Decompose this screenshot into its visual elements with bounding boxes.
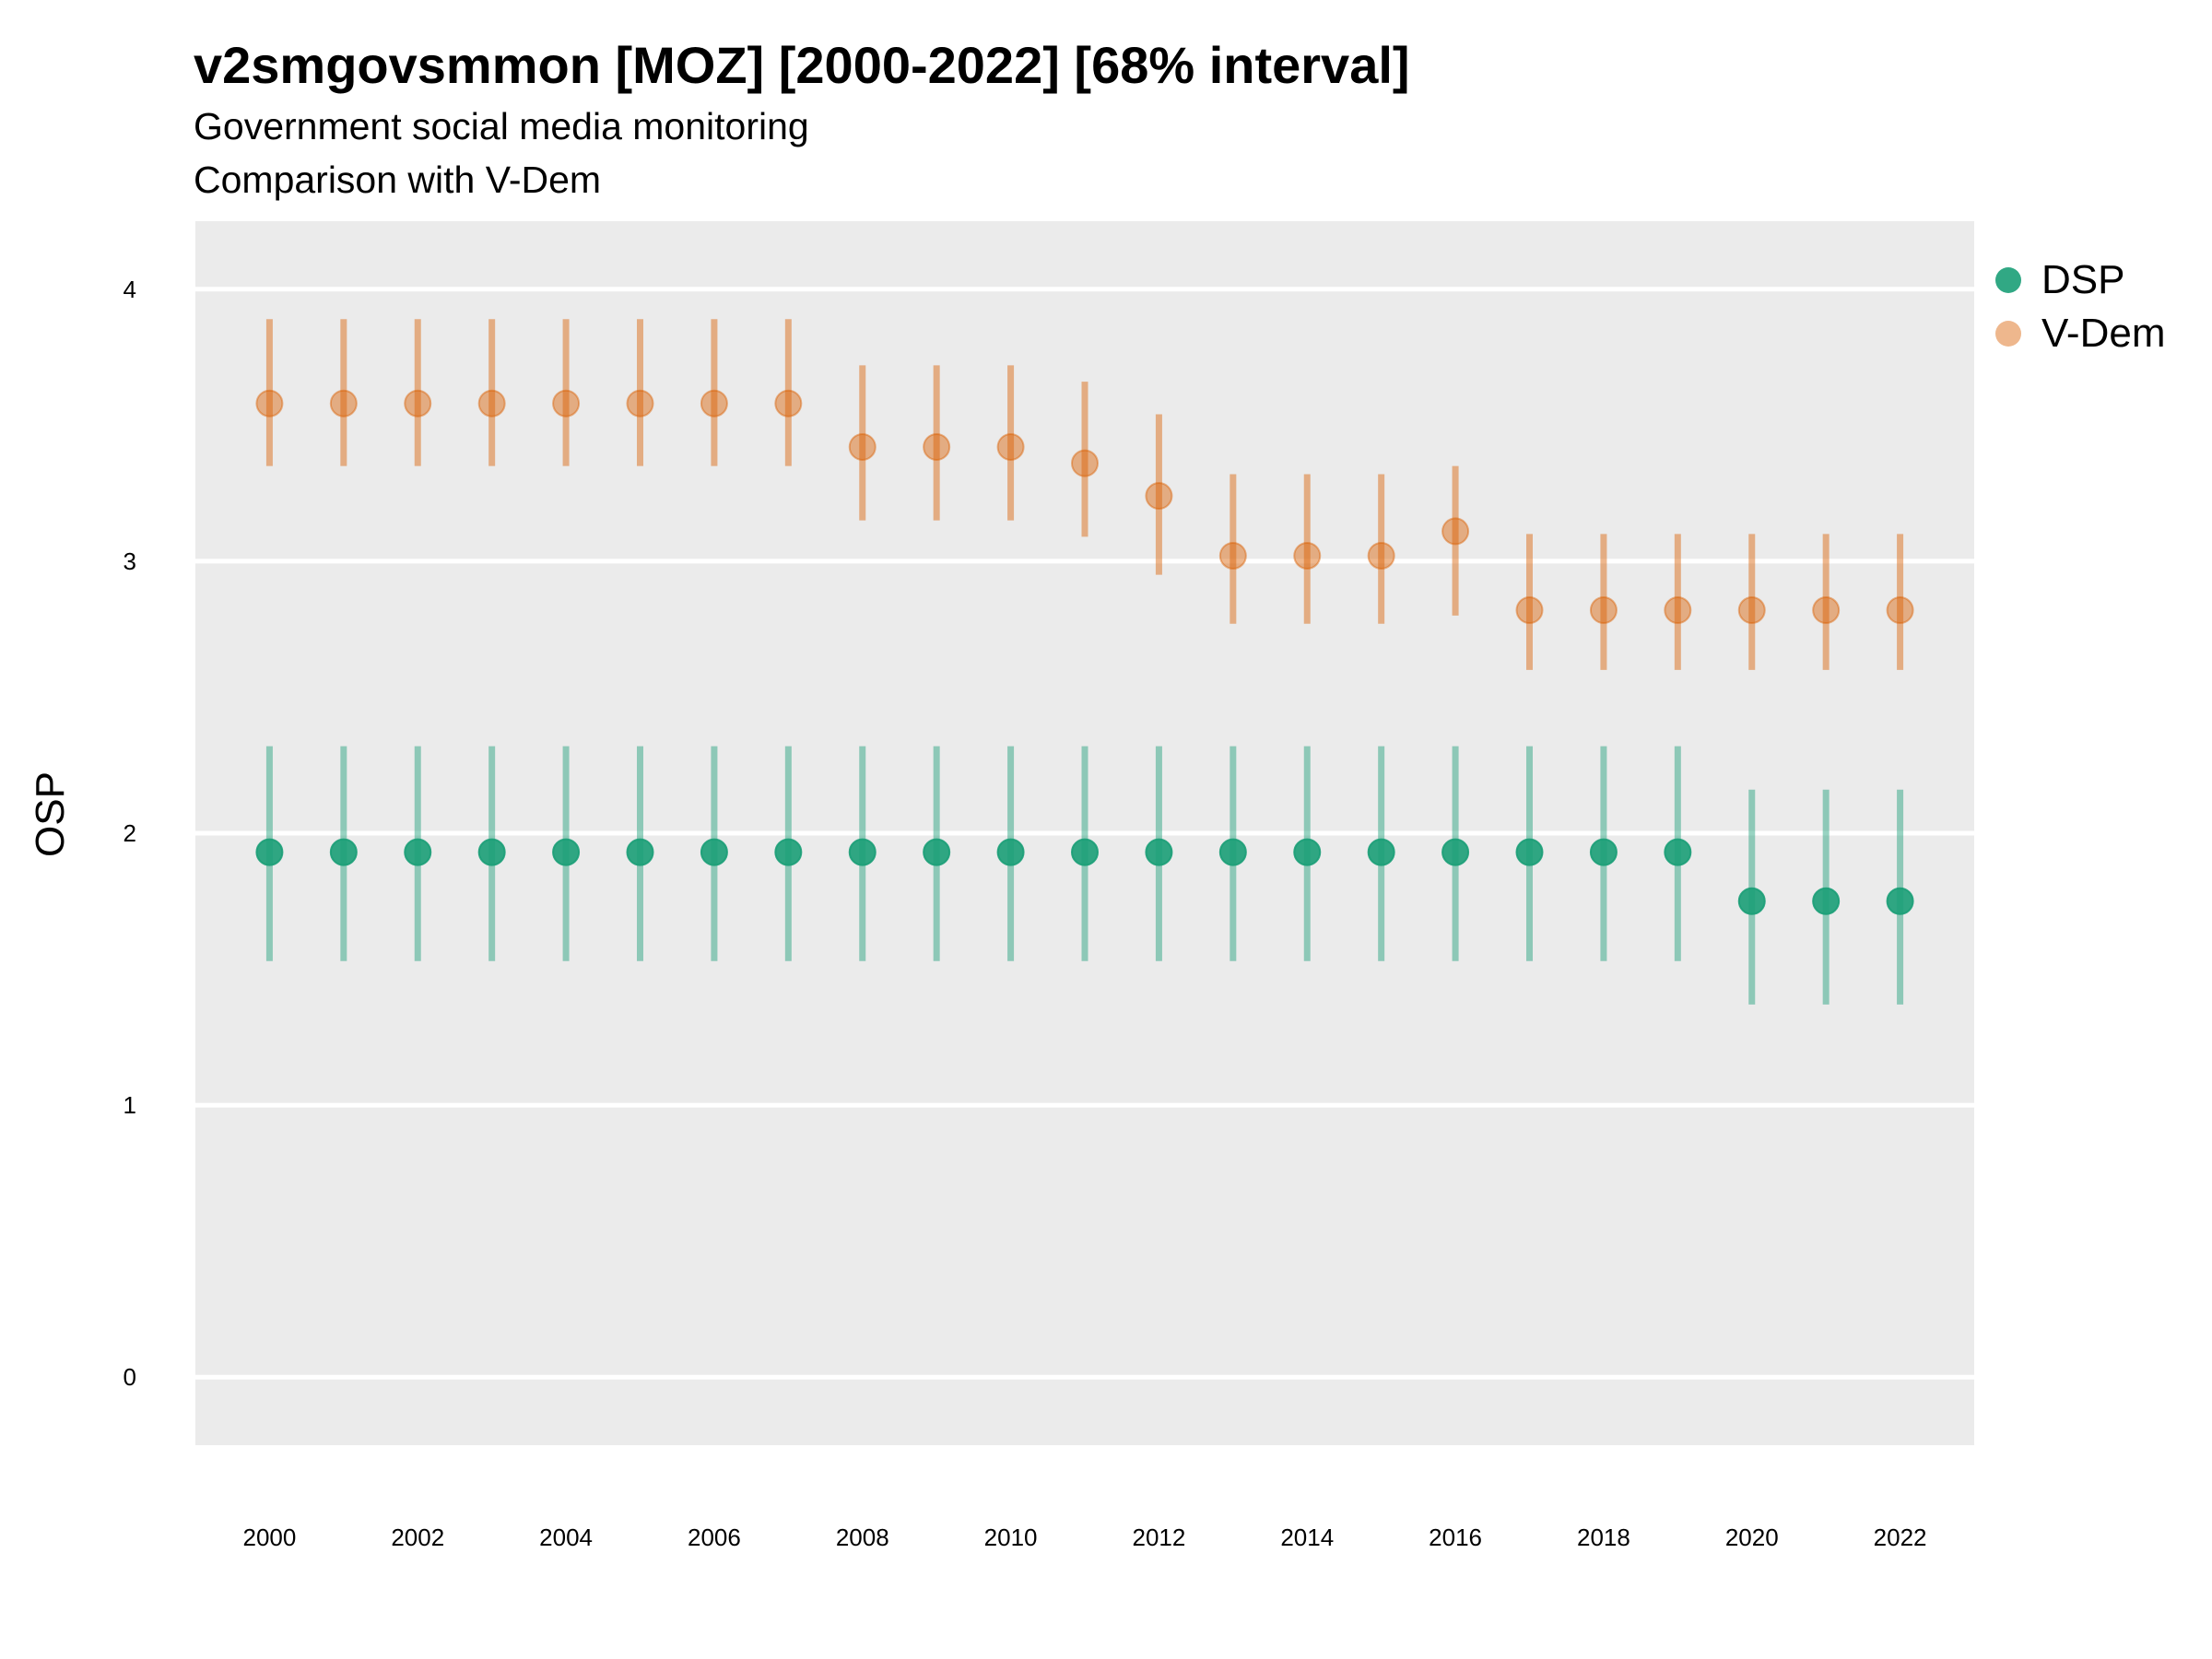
y-tick-label-2: 2 (124, 819, 136, 847)
data-point-dsp-2013 (1218, 838, 1247, 866)
legend-item-dsp: DSP (1995, 253, 2165, 307)
data-point-v-dem-2008 (848, 432, 877, 461)
chart-subtitle: Government social media monitoring (194, 105, 809, 147)
y-tick-label-1: 1 (124, 1091, 136, 1119)
data-point-v-dem-2020 (1737, 596, 1766, 625)
data-point-dsp-2002 (404, 838, 432, 866)
x-tick-label-2000: 2000 (242, 1524, 296, 1551)
legend-label-dsp: DSP (2041, 257, 2125, 302)
data-point-dsp-2001 (329, 838, 358, 866)
y-tick-label-0: 0 (124, 1363, 136, 1391)
data-point-dsp-2006 (700, 838, 728, 866)
data-point-v-dem-2011 (1071, 449, 1099, 477)
x-tick-label-2008: 2008 (836, 1524, 889, 1551)
data-point-v-dem-2006 (700, 389, 728, 418)
data-point-dsp-2021 (1812, 887, 1841, 915)
x-tick-label-2004: 2004 (539, 1524, 593, 1551)
data-point-v-dem-2017 (1515, 596, 1544, 625)
x-tick-label-2012: 2012 (1132, 1524, 1185, 1551)
data-point-v-dem-2013 (1218, 541, 1247, 570)
x-tick-label-2010: 2010 (984, 1524, 1038, 1551)
data-point-v-dem-2002 (404, 389, 432, 418)
data-point-dsp-2015 (1367, 838, 1395, 866)
legend-item-vdem: V-Dem (1995, 307, 2165, 360)
data-point-v-dem-2016 (1441, 517, 1470, 546)
data-point-dsp-2010 (996, 838, 1025, 866)
data-point-v-dem-2021 (1812, 596, 1841, 625)
data-point-v-dem-2004 (552, 389, 581, 418)
x-tick-label-2016: 2016 (1429, 1524, 1482, 1551)
data-point-v-dem-2019 (1664, 596, 1692, 625)
y-tick-label-4: 4 (124, 276, 136, 303)
data-point-v-dem-2014 (1293, 541, 1322, 570)
data-point-v-dem-2005 (626, 389, 654, 418)
legend-swatch-dsp (1995, 267, 2021, 293)
data-point-v-dem-2009 (923, 432, 951, 461)
data-point-dsp-2000 (255, 838, 284, 866)
data-point-v-dem-2007 (774, 389, 803, 418)
data-point-dsp-2020 (1737, 887, 1766, 915)
x-tick-label-2002: 2002 (391, 1524, 444, 1551)
data-point-v-dem-2001 (329, 389, 358, 418)
data-point-dsp-2008 (848, 838, 877, 866)
data-point-dsp-2003 (477, 838, 506, 866)
data-point-v-dem-2015 (1367, 541, 1395, 570)
data-point-v-dem-2012 (1145, 482, 1173, 511)
data-point-v-dem-2022 (1886, 596, 1914, 625)
chart-subtitle-secondary: Comparison with V-Dem (194, 159, 602, 201)
x-tick-label-2022: 2022 (1874, 1524, 1927, 1551)
x-tick-label-2006: 2006 (688, 1524, 741, 1551)
x-tick-label-2018: 2018 (1577, 1524, 1630, 1551)
data-point-v-dem-2010 (996, 432, 1025, 461)
x-tick-label-2020: 2020 (1725, 1524, 1779, 1551)
data-point-dsp-2016 (1441, 838, 1470, 866)
x-tick-label-2014: 2014 (1280, 1524, 1334, 1551)
legend-swatch-vdem (1995, 321, 2021, 347)
data-point-dsp-2018 (1589, 838, 1618, 866)
data-point-v-dem-2003 (477, 389, 506, 418)
data-point-v-dem-2000 (255, 389, 284, 418)
data-point-dsp-2019 (1664, 838, 1692, 866)
data-point-dsp-2009 (923, 838, 951, 866)
y-tick-label-3: 3 (124, 547, 136, 575)
data-point-dsp-2011 (1071, 838, 1099, 866)
data-point-v-dem-2018 (1589, 596, 1618, 625)
chart-legend: DSP V-Dem (1995, 253, 2165, 360)
data-point-dsp-2012 (1145, 838, 1173, 866)
data-point-dsp-2014 (1293, 838, 1322, 866)
legend-label-vdem: V-Dem (2041, 311, 2166, 356)
chart-title: v2smgovsmmon [MOZ] [2000-2022] [68% inte… (194, 36, 1410, 94)
data-point-dsp-2005 (626, 838, 654, 866)
data-point-dsp-2017 (1515, 838, 1544, 866)
data-point-dsp-2004 (552, 838, 581, 866)
data-point-dsp-2007 (774, 838, 803, 866)
data-point-dsp-2022 (1886, 887, 1914, 915)
